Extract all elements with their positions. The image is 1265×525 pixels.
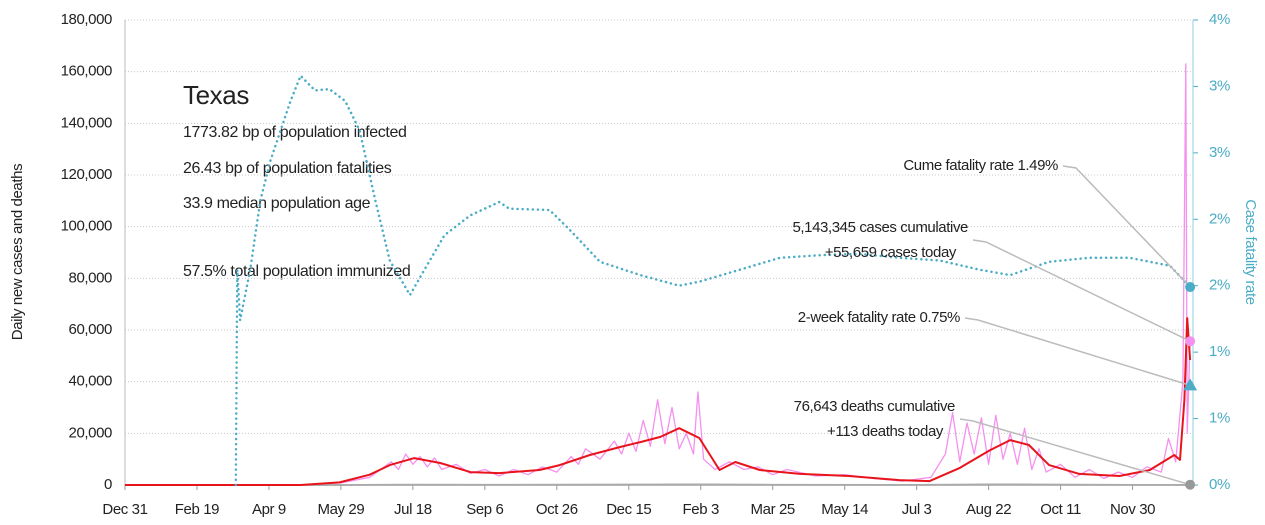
- y2-tick-label: 3%: [1209, 77, 1230, 94]
- y2-axis-label: Case fatality rate: [1242, 199, 1259, 304]
- x-tick-label: Aug 22: [966, 501, 1011, 518]
- y2-tick-label: 1%: [1209, 410, 1230, 427]
- annotation: 76,643 deaths cumulative: [794, 398, 955, 415]
- y-axis-label: Daily new cases and deaths: [9, 164, 26, 340]
- y-tick-label: 100,000: [61, 218, 112, 235]
- x-tick-label: Dec 31: [102, 501, 147, 518]
- series-line: [125, 317, 1192, 486]
- end-marker: [1185, 336, 1196, 347]
- info-line: 1773.82 bp of population infected: [183, 124, 406, 141]
- x-tick-label: Jul 18: [394, 501, 432, 518]
- y2-tick-label: 2%: [1209, 210, 1230, 227]
- leader-line: [1062, 165, 1191, 288]
- info-line: 26.43 bp of population fatalities: [183, 160, 392, 177]
- x-tick-label: Oct 26: [536, 501, 578, 518]
- info-line: 33.9 median population age: [183, 195, 371, 212]
- info-title: Texas: [183, 80, 249, 110]
- y-tick-label: 140,000: [61, 114, 112, 131]
- y-tick-label: 160,000: [61, 63, 112, 80]
- x-tick-label: Jul 3: [902, 501, 932, 518]
- x-tick-label: Mar 25: [751, 501, 795, 518]
- y2-tick-label: 4%: [1209, 11, 1230, 28]
- annotation: Cume fatality rate 1.49%: [903, 157, 1058, 174]
- x-tick-label: Dec 15: [606, 501, 651, 518]
- leader-line: [972, 239, 1191, 342]
- y-tick-label: 40,000: [69, 373, 113, 390]
- info-line: 57.5% total population immunized: [183, 263, 410, 280]
- x-tick-label: Nov 30: [1110, 501, 1155, 518]
- annotation: +113 deaths today: [827, 423, 944, 440]
- end-marker: [1185, 282, 1196, 293]
- y-tick-label: 20,000: [69, 424, 113, 441]
- x-tick-label: Apr 9: [252, 501, 286, 518]
- y-tick-label: 180,000: [61, 11, 112, 28]
- leader-line: [959, 418, 1191, 486]
- annotation: +55,659 cases today: [825, 244, 957, 261]
- x-tick-label: Feb 3: [683, 501, 719, 518]
- end-marker: [1183, 378, 1198, 391]
- x-tick-label: Feb 19: [175, 501, 219, 518]
- y2-tick-label: 3%: [1209, 144, 1230, 161]
- y2-tick-label: 2%: [1209, 277, 1230, 294]
- x-tick-label: Oct 11: [1040, 501, 1081, 518]
- y2-tick-label: 0%: [1209, 476, 1230, 493]
- x-tick-label: May 14: [821, 501, 868, 518]
- y-tick-label: 80,000: [69, 269, 113, 286]
- leader-line: [964, 317, 1191, 387]
- y-tick-label: 60,000: [69, 321, 113, 338]
- annotation: 2-week fatality rate 0.75%: [798, 309, 960, 326]
- annotation: 5,143,345 cases cumulative: [792, 219, 968, 236]
- x-tick-label: May 29: [318, 501, 365, 518]
- end-marker: [1185, 479, 1196, 490]
- series-line: [124, 483, 1191, 486]
- x-tick-label: Sep 6: [466, 501, 503, 518]
- y-tick-label: 0: [104, 476, 112, 493]
- y2-tick-label: 1%: [1209, 343, 1230, 360]
- series-line: [234, 74, 1192, 487]
- y-tick-label: 120,000: [61, 166, 112, 183]
